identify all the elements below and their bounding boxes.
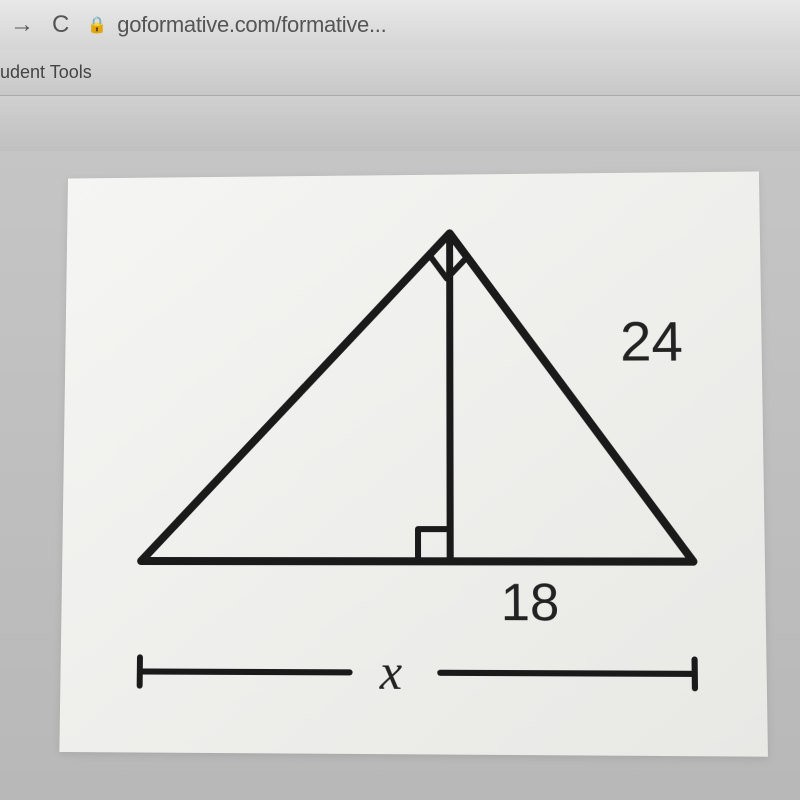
bookmark-label[interactable]: udent Tools [0, 62, 92, 83]
app-chrome [0, 96, 800, 151]
diagram-canvas: 24 18 x [59, 171, 768, 756]
svg-text:x: x [379, 644, 403, 701]
browser-toolbar: → C 🔒 goformative.com/formative... [0, 0, 800, 50]
url-display[interactable]: goformative.com/formative... [117, 12, 386, 38]
lock-icon: 🔒 [87, 15, 107, 35]
bookmark-bar: udent Tools [0, 50, 800, 96]
reload-icon[interactable]: C [52, 11, 69, 39]
forward-icon[interactable]: → [10, 11, 34, 39]
svg-text:24: 24 [620, 310, 683, 373]
svg-text:18: 18 [501, 573, 560, 632]
triangle-diagram: 24 18 x [79, 191, 747, 736]
